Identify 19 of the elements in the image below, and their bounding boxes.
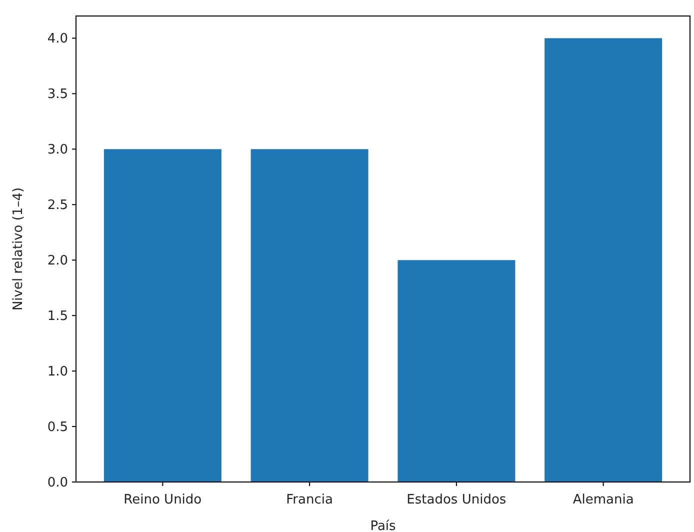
y-tick-label: 0.0 xyxy=(47,476,68,491)
y-tick-label: 4.0 xyxy=(47,32,68,47)
y-tick-label: 2.5 xyxy=(47,198,68,214)
y-tick-label: 1.0 xyxy=(47,364,68,380)
bar xyxy=(250,149,368,482)
y-tick-label: 0.5 xyxy=(47,420,68,436)
y-tick-label: 3.5 xyxy=(47,87,68,102)
y-tick-label: 1.5 xyxy=(47,309,68,324)
bar xyxy=(398,260,516,482)
y-tick-label: 3.0 xyxy=(47,142,68,158)
bar xyxy=(544,38,662,482)
y-axis-title: Nivel relativo (1–4) xyxy=(11,187,26,311)
x-tick-label: Alemania xyxy=(572,492,634,508)
x-tick-label: Reino Unido xyxy=(124,492,202,508)
y-tick-label: 2.0 xyxy=(47,254,68,269)
x-tick-label: Estados Unidos xyxy=(406,492,506,508)
x-axis-title: País xyxy=(370,519,396,532)
bar xyxy=(104,149,222,482)
x-tick-label: Francia xyxy=(286,492,333,508)
